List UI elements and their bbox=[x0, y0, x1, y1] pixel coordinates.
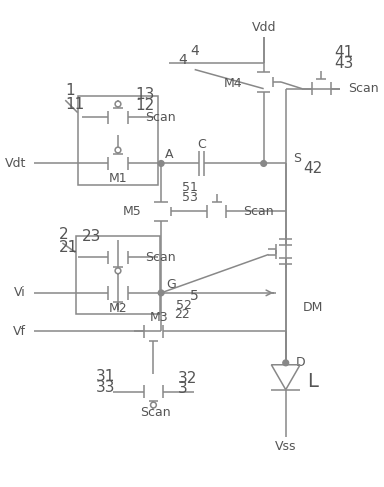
Text: Scan: Scan bbox=[348, 82, 379, 95]
Circle shape bbox=[115, 101, 121, 107]
Text: Vf: Vf bbox=[13, 325, 26, 337]
Circle shape bbox=[158, 290, 164, 296]
Text: 43: 43 bbox=[334, 56, 354, 71]
Text: Vi: Vi bbox=[14, 286, 26, 300]
Text: 42: 42 bbox=[303, 161, 322, 176]
Text: 51: 51 bbox=[182, 181, 198, 194]
Text: DM: DM bbox=[303, 301, 323, 314]
Circle shape bbox=[115, 147, 121, 153]
Text: 2: 2 bbox=[58, 227, 68, 242]
Text: 23: 23 bbox=[81, 229, 101, 244]
Text: 32: 32 bbox=[177, 371, 197, 386]
Text: M5: M5 bbox=[123, 205, 142, 218]
Text: Scan: Scan bbox=[145, 251, 175, 264]
Text: M2: M2 bbox=[109, 302, 127, 315]
Text: 21: 21 bbox=[58, 240, 78, 255]
Text: 5: 5 bbox=[190, 289, 199, 303]
Text: 4: 4 bbox=[178, 53, 187, 67]
Text: S: S bbox=[293, 152, 301, 165]
Text: 13: 13 bbox=[135, 87, 155, 102]
Text: Vdd: Vdd bbox=[252, 21, 276, 34]
Text: Vss: Vss bbox=[275, 440, 296, 453]
Text: 33: 33 bbox=[96, 380, 116, 395]
Bar bbox=[78, 96, 158, 185]
Text: M4: M4 bbox=[224, 77, 243, 91]
Text: 11: 11 bbox=[65, 96, 84, 112]
Bar bbox=[76, 236, 160, 314]
Text: L: L bbox=[307, 372, 318, 391]
Text: 1: 1 bbox=[65, 83, 75, 98]
Text: 4: 4 bbox=[190, 44, 199, 58]
Text: 12: 12 bbox=[135, 98, 154, 113]
Text: G: G bbox=[166, 278, 175, 291]
Circle shape bbox=[151, 402, 156, 408]
Circle shape bbox=[261, 161, 266, 167]
Circle shape bbox=[115, 268, 121, 274]
Text: D: D bbox=[295, 356, 305, 369]
Text: M1: M1 bbox=[109, 172, 127, 185]
Circle shape bbox=[283, 360, 289, 366]
Text: 3: 3 bbox=[177, 381, 187, 396]
Text: Scan: Scan bbox=[140, 406, 170, 419]
Circle shape bbox=[158, 161, 164, 167]
Text: 22: 22 bbox=[175, 308, 190, 321]
Text: 41: 41 bbox=[334, 45, 354, 60]
Text: M3: M3 bbox=[150, 311, 169, 324]
Text: Scan: Scan bbox=[243, 205, 274, 218]
Text: Vdt: Vdt bbox=[5, 157, 26, 170]
Text: 52: 52 bbox=[177, 299, 192, 312]
Text: Scan: Scan bbox=[145, 111, 175, 124]
Text: A: A bbox=[165, 149, 174, 161]
Text: 31: 31 bbox=[96, 369, 115, 384]
Text: C: C bbox=[197, 138, 206, 151]
Text: 53: 53 bbox=[182, 190, 198, 204]
